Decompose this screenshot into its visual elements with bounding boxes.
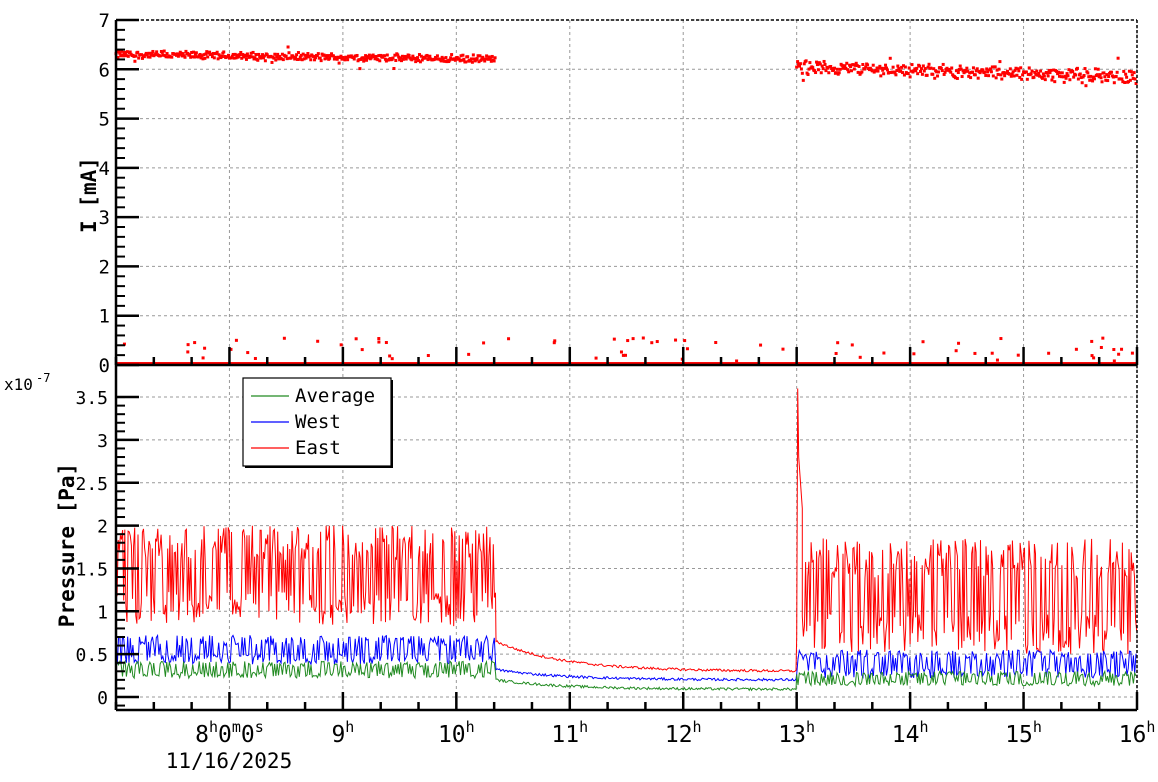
series-line-average — [115, 659, 1137, 692]
legend-west-label: West — [295, 411, 341, 433]
legend-east-label: East — [295, 437, 341, 459]
top-y-tick-label: 4 — [99, 158, 110, 180]
x-tick-label: 16h — [1119, 718, 1156, 748]
x-tick-label: 9h — [331, 718, 354, 748]
current-scatter-series — [114, 45, 1138, 366]
top-y-tick-label: 5 — [99, 109, 110, 131]
x-axis-date-label: 11/16/2025 — [166, 749, 292, 773]
x-tick-label: 11h — [551, 718, 588, 748]
x-tick-label: 13h — [778, 718, 815, 748]
bottom-y-tick-label: 2.5 — [75, 474, 108, 495]
x-tick-label: 15h — [1005, 718, 1042, 748]
top-y-tick-label: 7 — [99, 10, 110, 32]
x-tick-label: 12h — [665, 718, 702, 748]
y-exponent-power: -7 — [36, 371, 50, 385]
series-line-west — [115, 633, 1137, 682]
y-exponent-base: x10 — [4, 375, 33, 394]
top-y-tick-label: 2 — [99, 256, 110, 278]
bottom-y-tick-label: 0.5 — [75, 645, 108, 666]
x-tick-label: 10h — [438, 718, 475, 748]
x-axis-tick-labels: 8h0m0s 9h 10h 11h 12h 13h 14h 15h 16h — [195, 718, 1155, 748]
bottom-y-tick-label: 2 — [97, 517, 108, 538]
bottom-y-tick-label: 3 — [97, 431, 108, 452]
legend-average-label: Average — [295, 385, 375, 407]
top-y-tick-label: 1 — [99, 306, 110, 328]
legend: Average West East — [242, 377, 393, 468]
bottom-y-tick-label: 1.5 — [75, 559, 108, 580]
pressure-line-series — [115, 388, 1138, 692]
top-y-tick-label: 6 — [99, 59, 110, 81]
bottom-y-tick-label: 3.5 — [75, 388, 108, 409]
top-y-tick-label: 3 — [99, 207, 110, 229]
x-tick-label: 14h — [892, 718, 929, 748]
bottom-y-tick-label: 1 — [97, 602, 108, 623]
bottom-y-axis-label: Pressure [Pa] — [55, 463, 79, 627]
top-y-axis-label: I [mA] — [77, 157, 101, 233]
x-tick-label: 8h0m0s — [195, 718, 264, 748]
top-y-tick-label: 0 — [99, 355, 110, 377]
series-line-east — [115, 388, 1138, 673]
bottom-y-tick-label: 0 — [97, 688, 108, 709]
axes: 0 1 2 3 4 5 6 7 0 0.5 1 1.5 2 2.5 3 3.5 — [75, 10, 1139, 712]
